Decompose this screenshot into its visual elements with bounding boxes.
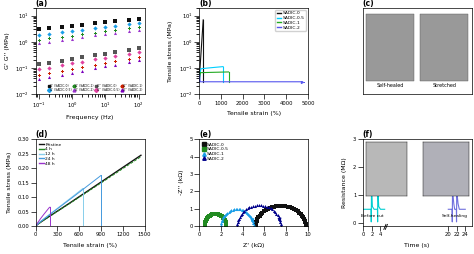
Text: (a): (a) (36, 0, 48, 8)
Y-axis label: -Z'' (kΩ): -Z'' (kΩ) (179, 170, 184, 196)
Y-axis label: Resistance (MΩ): Resistance (MΩ) (342, 157, 347, 208)
Text: (d): (d) (36, 130, 48, 139)
Legend: SADIC-0, SADIC-0.5, SADIC-1, SADIC-2: SADIC-0, SADIC-0.5, SADIC-1, SADIC-2 (201, 141, 230, 162)
Text: Stretched: Stretched (432, 83, 456, 88)
Text: (f): (f) (363, 130, 373, 139)
X-axis label: Z' (kΩ): Z' (kΩ) (243, 243, 264, 248)
X-axis label: Frequency (Hz): Frequency (Hz) (66, 115, 114, 120)
X-axis label: Tensile strain (%): Tensile strain (%) (227, 111, 281, 116)
Bar (420, 14, 468, 81)
Legend: SADIC-0, SADIC-0.5, SADIC-1, SADIC-2: SADIC-0, SADIC-0.5, SADIC-1, SADIC-2 (275, 10, 306, 31)
X-axis label: Tensile strain (%): Tensile strain (%) (63, 243, 117, 248)
Text: Self-healed: Self-healed (376, 83, 403, 88)
Legend: Pristine, 4 h, 12 h, 24 h, 48 h: Pristine, 4 h, 12 h, 24 h, 48 h (38, 141, 63, 167)
Text: Before cut: Before cut (361, 214, 383, 218)
Y-axis label: G' G'' (MPa): G' G'' (MPa) (5, 33, 10, 69)
Y-axis label: Tensile stress (MPa): Tensile stress (MPa) (7, 152, 12, 213)
Text: (b): (b) (199, 0, 211, 8)
Text: (e): (e) (199, 130, 211, 139)
Y-axis label: Tensile stress (MPa): Tensile stress (MPa) (168, 20, 173, 82)
Bar (366, 14, 414, 81)
Text: (c): (c) (363, 0, 374, 8)
Legend: G' (SADIC-0), G' (SADIC-0.5), G' (SADIC-1), G' (SADIC-2), G'' (SADIC-0), G'' (SA: G' (SADIC-0), G' (SADIC-0.5), G' (SADIC-… (47, 84, 143, 93)
X-axis label: Time (s): Time (s) (404, 243, 430, 248)
Text: Self-healing: Self-healing (442, 214, 468, 218)
